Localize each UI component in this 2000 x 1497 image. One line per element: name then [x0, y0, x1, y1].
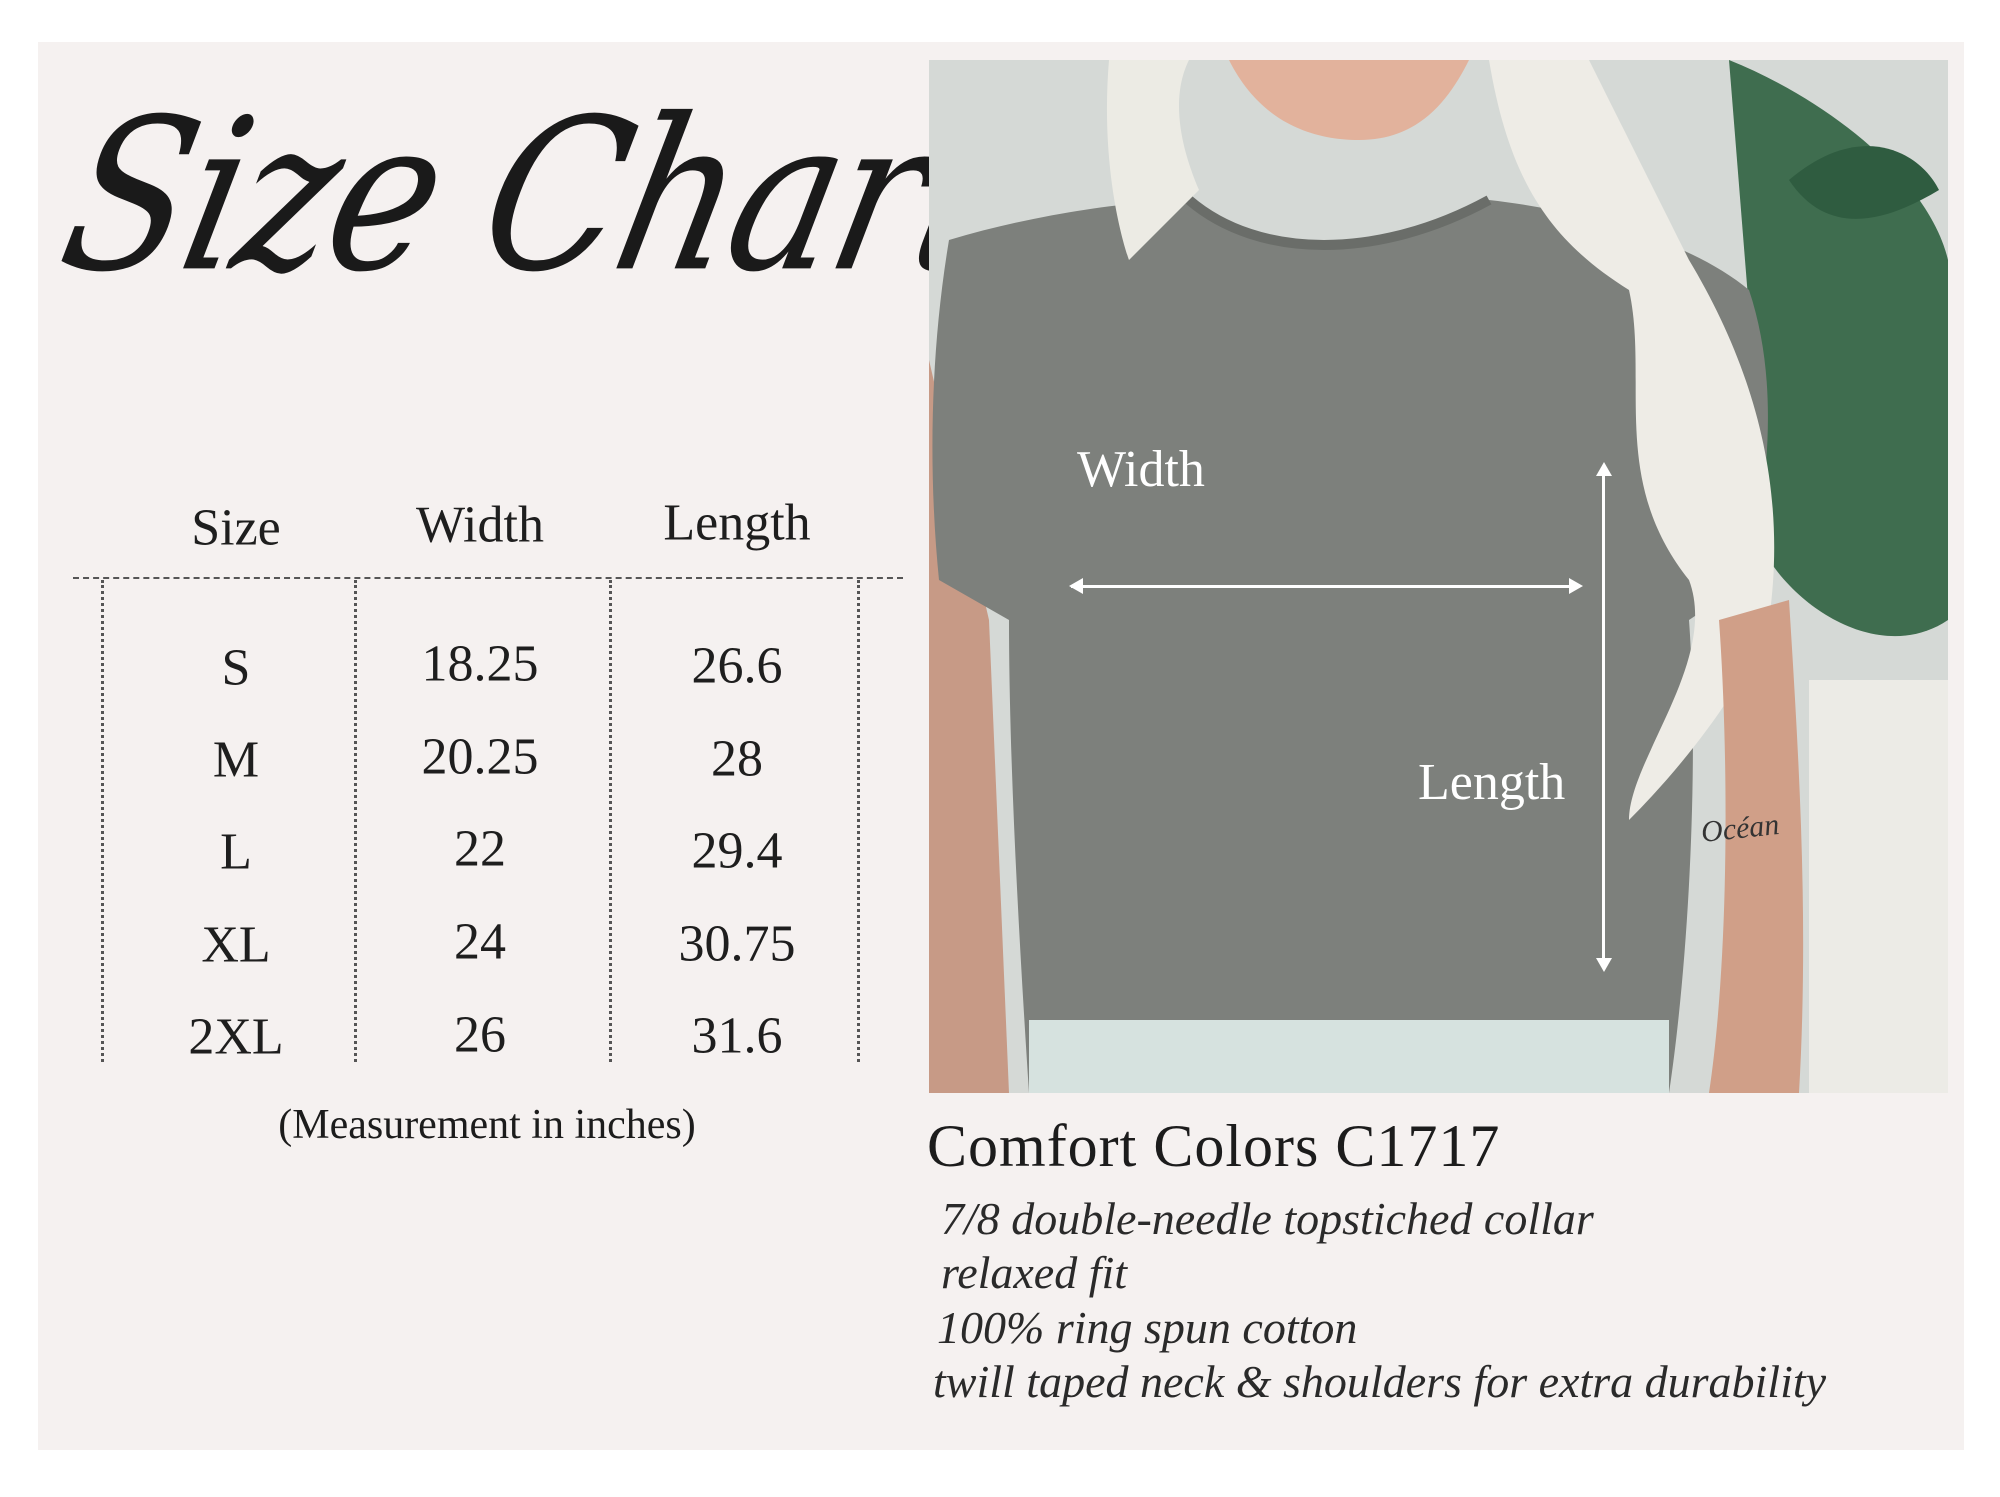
- header-divider: [73, 577, 903, 579]
- length-label: Length: [1418, 754, 1566, 811]
- length-arrow: [1602, 468, 1605, 968]
- width-arrow-head-right: [1569, 578, 1583, 594]
- cell-size: M: [212, 731, 260, 789]
- width-arrow: [1071, 585, 1579, 588]
- feature-item: relaxed fit: [941, 1247, 1128, 1298]
- feature-item: 100% ring spun cotton: [937, 1302, 1358, 1353]
- width-arrow-head-left: [1069, 578, 1083, 594]
- column-divider: [354, 580, 357, 1062]
- cell-size: L: [220, 823, 252, 881]
- header-length: Length: [663, 494, 811, 552]
- cell-size: S: [221, 639, 251, 697]
- shirt-illustration: [929, 60, 1948, 1093]
- cell-size: 2XL: [188, 1008, 284, 1066]
- column-divider: [857, 580, 860, 1062]
- model-photo: Width Length Océan: [929, 60, 1948, 1093]
- cell-width: 24: [454, 913, 506, 971]
- column-divider: [609, 580, 612, 1062]
- cell-size: XL: [201, 916, 271, 974]
- feature-item: twill taped neck & shoulders for extra d…: [933, 1356, 1827, 1407]
- header-width: Width: [416, 496, 544, 554]
- feature-item: 7/8 double-needle topstiched collar: [941, 1193, 1594, 1244]
- length-arrow-head-top: [1596, 462, 1612, 476]
- cell-width: 18.25: [421, 635, 539, 693]
- length-arrow-head-bottom: [1596, 958, 1612, 972]
- column-divider: [101, 580, 104, 1062]
- cell-length: 28: [711, 730, 763, 788]
- cell-width: 22: [454, 820, 506, 878]
- header-size: Size: [191, 499, 281, 557]
- size-chart-title: Size Chart: [43, 74, 1015, 319]
- cell-length: 26.6: [691, 637, 783, 695]
- measurement-note: (Measurement in inches): [278, 1102, 696, 1148]
- cell-width: 20.25: [421, 728, 539, 786]
- width-label: Width: [1077, 441, 1205, 498]
- cell-length: 29.4: [691, 822, 783, 880]
- cell-length: 31.6: [691, 1007, 783, 1065]
- product-name: Comfort Colors C1717: [927, 1113, 1501, 1179]
- cell-length: 30.75: [678, 915, 796, 973]
- cell-width: 26: [454, 1006, 506, 1064]
